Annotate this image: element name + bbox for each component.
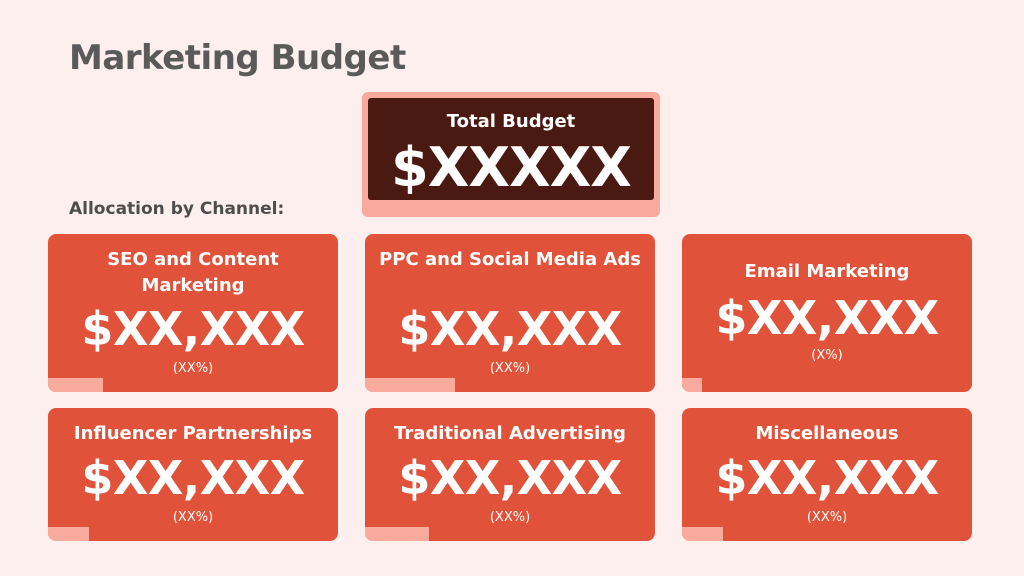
channel-amount: $XX,XXX [715, 291, 939, 345]
channel-name: PPC and Social Media Ads [379, 249, 641, 270]
channel-name: Traditional Advertising [394, 423, 626, 444]
channel-share-bar [48, 378, 104, 392]
channel-amount: $XX,XXX [81, 302, 305, 356]
channel-card-miscellaneous: Miscellaneous $XX,XXX (XX%) [682, 408, 972, 541]
channel-amount: $XX,XXX [398, 451, 622, 505]
channel-percent: (XX%) [172, 510, 214, 525]
channel-percent: (XX%) [806, 510, 848, 525]
channel-card-traditional: Traditional Advertising $XX,XXX (XX%) [365, 408, 655, 541]
channel-name: Miscellaneous [755, 423, 899, 444]
channel-card-email: Email Marketing $XX,XXX (X%) [682, 234, 972, 392]
channel-card-ppc: PPC and Social Media Ads $XX,XXX (XX%) [365, 234, 655, 392]
channel-share-bar [682, 378, 703, 392]
channel-card-seo: SEO and Content Marketing $XX,XXX (XX%) [48, 234, 338, 392]
channel-share-bar [48, 527, 89, 541]
total-budget-value: $XXXXX [391, 136, 632, 199]
channel-percent: (X%) [811, 348, 843, 363]
channel-amount: $XX,XXX [715, 451, 939, 505]
channel-share-bar [365, 378, 455, 392]
channel-percent: (XX%) [489, 510, 531, 525]
allocation-label: Allocation by Channel: [69, 199, 285, 219]
channel-name: Email Marketing [744, 261, 910, 282]
channel-name: Influencer Partnerships [73, 423, 313, 444]
total-budget-card: Total Budget $XXXXX [368, 98, 654, 200]
channel-percent: (XX%) [489, 361, 531, 376]
channel-percent: (XX%) [172, 361, 214, 376]
channel-name: SEO and Content Marketing [107, 249, 279, 296]
total-budget-block: Total Budget $XXXXX [362, 92, 660, 217]
channel-card-influencer: Influencer Partnerships $XX,XXX (XX%) [48, 408, 338, 541]
channel-amount: $XX,XXX [398, 302, 622, 356]
page-title: Marketing Budget [69, 38, 406, 78]
channel-share-bar [365, 527, 429, 541]
channel-share-bar [682, 527, 723, 541]
channel-amount: $XX,XXX [81, 451, 305, 505]
total-budget-label: Total Budget [446, 111, 576, 132]
